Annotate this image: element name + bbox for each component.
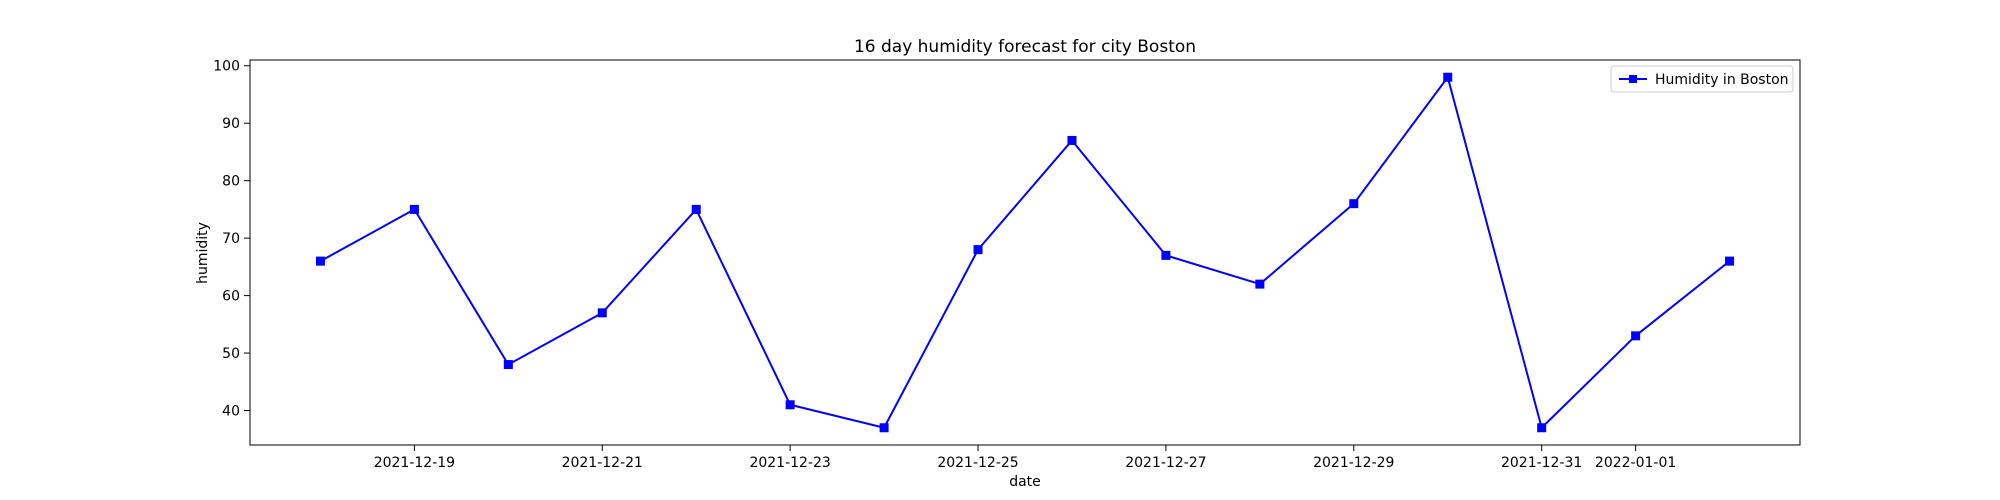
x-axis: 2021-12-19 2021-12-21 2021-12-23 2021-12-25… <box>374 445 1676 471</box>
x-tick-label: 2021-12-25 <box>937 455 1018 471</box>
y-tick-label: 90 <box>222 116 240 132</box>
series-layer <box>315 72 1735 433</box>
data-point-marker <box>597 308 607 318</box>
x-tick-label: 2021-12-27 <box>1125 455 1206 471</box>
x-tick-label: 2021-12-23 <box>749 455 830 471</box>
y-tick-label: 100 <box>213 59 240 75</box>
y-tick-label: 60 <box>222 289 240 305</box>
legend: Humidity in Boston <box>1610 65 1794 93</box>
x-axis-title: date <box>1009 474 1041 490</box>
data-point-marker <box>1631 331 1641 341</box>
series-line <box>319 76 1731 429</box>
x-tick-label: 2021-12-29 <box>1313 455 1394 471</box>
x-tick-label: 2021-12-21 <box>562 455 643 471</box>
data-point-marker <box>1349 199 1359 209</box>
data-point-marker <box>691 204 701 214</box>
legend-label: Humidity in Boston <box>1655 72 1789 88</box>
y-axis-title: humidity <box>195 222 211 284</box>
y-axis: 40 50 60 70 80 90 100 <box>213 59 250 420</box>
data-point-marker <box>409 204 419 214</box>
y-tick-label: 70 <box>222 231 240 247</box>
data-point-marker <box>1725 256 1735 266</box>
data-point-marker <box>973 245 983 255</box>
plot-area <box>249 59 1801 446</box>
data-point-marker <box>879 423 889 433</box>
data-point-marker <box>1443 72 1453 82</box>
x-tick-label: 2021-12-31 <box>1501 455 1582 471</box>
data-point-marker <box>315 256 325 266</box>
data-point-marker <box>1255 279 1265 289</box>
data-point-marker <box>785 400 795 410</box>
data-point-marker <box>1161 250 1171 260</box>
legend-box <box>1610 65 1794 93</box>
data-point-marker <box>503 360 513 370</box>
y-tick-label: 80 <box>222 174 240 190</box>
data-point-marker <box>1537 423 1547 433</box>
x-tick-label: 2022-01-01 <box>1595 455 1676 471</box>
data-point-marker <box>1067 135 1077 145</box>
x-tick-label: 2021-12-19 <box>374 455 455 471</box>
chart-title: 16 day humidity forecast for city Boston <box>854 37 1196 57</box>
legend-marker-swatch <box>1629 75 1637 83</box>
y-tick-label: 50 <box>222 346 240 362</box>
y-tick-label: 40 <box>222 404 240 420</box>
